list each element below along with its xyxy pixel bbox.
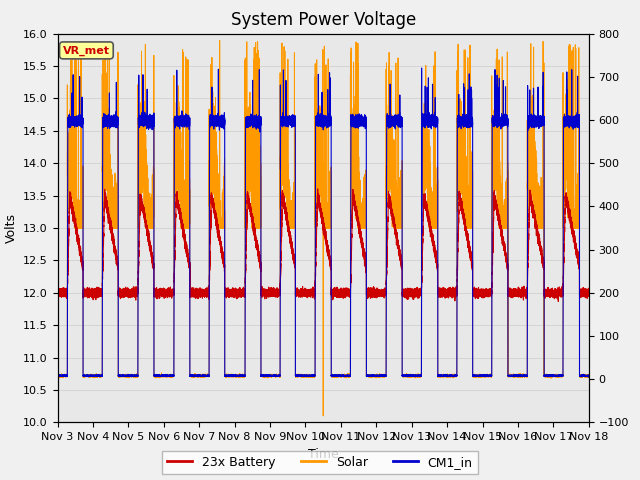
CM1_in (393, 118, 401, 124)
23x Battery (393, 233, 401, 239)
23x Battery (314, 186, 321, 192)
23x Battery (467, 256, 475, 262)
Line: CM1_in: CM1_in (58, 68, 589, 377)
Solar (393, 225, 401, 231)
Line: 23x Battery: 23x Battery (58, 189, 589, 301)
CM1_in (488, 334, 495, 340)
Y-axis label: Volts: Volts (4, 213, 17, 243)
23x Battery (453, 290, 461, 296)
Solar (216, 37, 223, 43)
Solar (453, 128, 461, 133)
CM1_in (54, 372, 61, 378)
23x Battery (81, 290, 89, 296)
CM1_in (453, 373, 461, 379)
23x Battery (481, 292, 488, 298)
X-axis label: Time: Time (308, 448, 339, 461)
CM1_in (585, 373, 593, 379)
23x Battery (54, 287, 61, 293)
Solar (467, 210, 475, 216)
Solar (81, 372, 89, 378)
Legend: 23x Battery, Solar, CM1_in: 23x Battery, Solar, CM1_in (163, 451, 477, 474)
Solar (54, 373, 61, 379)
Solar (585, 372, 593, 378)
CM1_in (481, 372, 488, 378)
CM1_in (584, 374, 592, 380)
23x Battery (488, 282, 495, 288)
23x Battery (554, 299, 562, 304)
Title: System Power Voltage: System Power Voltage (230, 11, 416, 29)
CM1_in (467, 119, 475, 125)
Solar (488, 225, 495, 231)
Line: Solar: Solar (58, 40, 589, 416)
23x Battery (585, 292, 593, 298)
Solar (481, 372, 488, 378)
CM1_in (81, 373, 89, 379)
CM1_in (418, 65, 426, 71)
Text: VR_met: VR_met (63, 45, 110, 56)
Solar (319, 413, 327, 419)
